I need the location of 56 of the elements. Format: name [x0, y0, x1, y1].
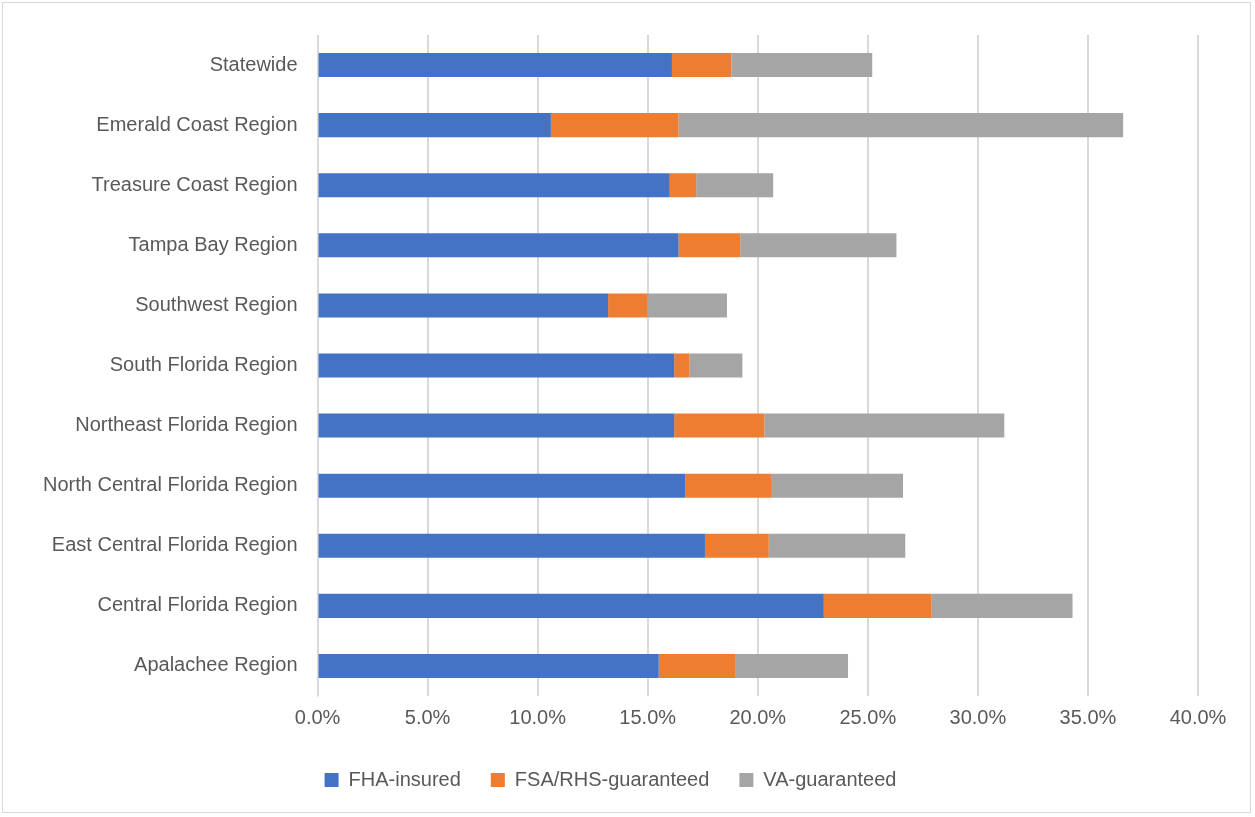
- bar: [318, 53, 672, 78]
- bar: [770, 473, 904, 498]
- y-tick-label: Northeast Florida Region: [75, 413, 298, 436]
- bar: [669, 173, 697, 198]
- bar: [318, 353, 675, 378]
- bar: [318, 233, 679, 258]
- bar: [674, 413, 765, 438]
- y-tick-label: South Florida Region: [109, 353, 298, 376]
- y-tick-label: North Central Florida Region: [43, 473, 298, 496]
- y-tick-label: Statewide: [209, 52, 298, 75]
- bar: [318, 653, 659, 678]
- x-tick-label: 25.0%: [839, 705, 897, 728]
- bar: [550, 113, 679, 138]
- bar: [674, 353, 690, 378]
- bar: [318, 413, 675, 438]
- y-tick-label: East Central Florida Region: [51, 533, 298, 556]
- bar: [318, 293, 609, 318]
- x-tick-label: 5.0%: [404, 705, 451, 728]
- legend-label: FHA-insured: [348, 767, 461, 790]
- bar: [678, 113, 1124, 138]
- bar: [671, 53, 732, 78]
- bar: [696, 173, 774, 198]
- bar: [318, 533, 705, 558]
- y-tick-label: Emerald Coast Region: [96, 112, 298, 135]
- x-tick-label: 40.0%: [1169, 705, 1227, 728]
- bar: [608, 293, 648, 318]
- bar: [764, 413, 1005, 438]
- x-tick-label: 15.0%: [619, 705, 677, 728]
- bar: [740, 233, 897, 258]
- bar: [318, 473, 686, 498]
- bar: [318, 113, 551, 138]
- bar: [731, 53, 873, 78]
- y-tick-label: Southwest Region: [135, 292, 298, 315]
- bar: [318, 173, 670, 198]
- bar: [823, 593, 932, 618]
- bar: [689, 353, 743, 378]
- bar: [704, 533, 769, 558]
- bar: [647, 293, 727, 318]
- y-tick-label: Apalachee Region: [134, 653, 298, 676]
- y-tick-label: Central Florida Region: [97, 593, 298, 616]
- y-tick-label: Tampa Bay Region: [128, 232, 298, 255]
- legend-label: FSA/RHS-guaranteed: [514, 767, 710, 790]
- bar: [318, 593, 824, 618]
- bar: [678, 233, 741, 258]
- legend-label: VA-guaranteed: [763, 767, 897, 790]
- bar: [931, 593, 1073, 618]
- bar: [735, 653, 849, 678]
- x-tick-label: 30.0%: [949, 705, 1007, 728]
- x-tick-label: 20.0%: [729, 705, 787, 728]
- x-tick-label: 35.0%: [1059, 705, 1117, 728]
- bar: [658, 653, 736, 678]
- bar: [768, 533, 906, 558]
- x-tick-label: 10.0%: [509, 705, 567, 728]
- x-tick-label: 0.0%: [294, 705, 341, 728]
- y-tick-label: Treasure Coast Region: [91, 172, 298, 195]
- bar: [685, 473, 771, 498]
